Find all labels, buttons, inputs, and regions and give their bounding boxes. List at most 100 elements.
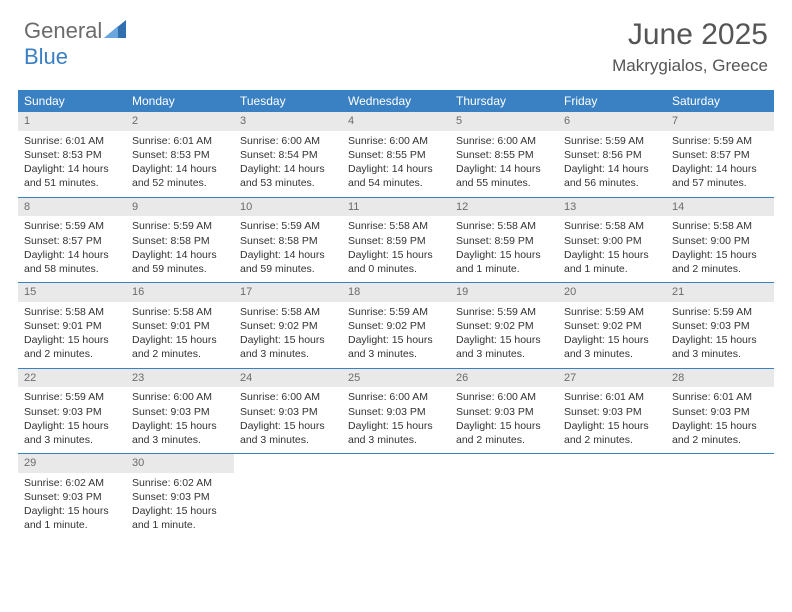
day-number: 3 — [234, 112, 342, 131]
daylight-line: Daylight: 14 hours and 53 minutes. — [240, 162, 336, 190]
day-number: 2 — [126, 112, 234, 131]
day-cell-empty — [450, 454, 558, 539]
day-body: Sunrise: 5:58 AMSunset: 8:59 PMDaylight:… — [342, 219, 450, 276]
day-cell: 16Sunrise: 5:58 AMSunset: 9:01 PMDayligh… — [126, 283, 234, 368]
sunrise-line: Sunrise: 6:01 AM — [672, 390, 768, 404]
day-cell: 28Sunrise: 6:01 AMSunset: 9:03 PMDayligh… — [666, 369, 774, 454]
day-cell: 24Sunrise: 6:00 AMSunset: 9:03 PMDayligh… — [234, 369, 342, 454]
day-cell: 2Sunrise: 6:01 AMSunset: 8:53 PMDaylight… — [126, 112, 234, 197]
sunset-line: Sunset: 9:03 PM — [132, 405, 228, 419]
sunset-line: Sunset: 9:03 PM — [24, 405, 120, 419]
day-number: 27 — [558, 369, 666, 388]
day-number: 28 — [666, 369, 774, 388]
day-cell: 25Sunrise: 6:00 AMSunset: 9:03 PMDayligh… — [342, 369, 450, 454]
day-body: Sunrise: 6:00 AMSunset: 9:03 PMDaylight:… — [234, 390, 342, 447]
day-body: Sunrise: 6:00 AMSunset: 8:55 PMDaylight:… — [342, 134, 450, 191]
day-body: Sunrise: 5:58 AMSunset: 9:00 PMDaylight:… — [558, 219, 666, 276]
sunset-line: Sunset: 8:59 PM — [456, 234, 552, 248]
daylight-line: Daylight: 15 hours and 1 minute. — [132, 504, 228, 532]
day-number: 12 — [450, 198, 558, 217]
sunrise-line: Sunrise: 6:00 AM — [348, 390, 444, 404]
sunset-line: Sunset: 9:03 PM — [672, 319, 768, 333]
location: Makrygialos, Greece — [612, 56, 768, 76]
day-body: Sunrise: 5:58 AMSunset: 9:01 PMDaylight:… — [18, 305, 126, 362]
sunset-line: Sunset: 8:54 PM — [240, 148, 336, 162]
day-cell-empty — [234, 454, 342, 539]
sunrise-line: Sunrise: 5:58 AM — [240, 305, 336, 319]
day-cell: 10Sunrise: 5:59 AMSunset: 8:58 PMDayligh… — [234, 198, 342, 283]
day-cell-empty — [666, 454, 774, 539]
day-cell: 17Sunrise: 5:58 AMSunset: 9:02 PMDayligh… — [234, 283, 342, 368]
sunrise-line: Sunrise: 5:59 AM — [240, 219, 336, 233]
weekday-header-row: Sunday Monday Tuesday Wednesday Thursday… — [18, 90, 774, 112]
day-cell: 15 Sunrise: 5:58 AMSunset: 9:01 PMDayligh… — [18, 283, 126, 368]
day-number: 23 — [126, 369, 234, 388]
day-number: 1 — [18, 112, 126, 131]
day-body: Sunrise: 5:59 AMSunset: 8:56 PMDaylight:… — [558, 134, 666, 191]
daylight-line: Daylight: 14 hours and 57 minutes. — [672, 162, 768, 190]
day-number: 30 — [126, 454, 234, 473]
sunrise-line: Sunrise: 5:59 AM — [24, 219, 120, 233]
day-cell: 7Sunrise: 5:59 AMSunset: 8:57 PMDaylight… — [666, 112, 774, 197]
sunrise-line: Sunrise: 5:59 AM — [564, 305, 660, 319]
daylight-line: Daylight: 15 hours and 3 minutes. — [24, 419, 120, 447]
day-body: Sunrise: 5:59 AMSunset: 9:02 PMDaylight:… — [342, 305, 450, 362]
sunset-line: Sunset: 9:03 PM — [240, 405, 336, 419]
day-cell: 13Sunrise: 5:58 AMSunset: 9:00 PMDayligh… — [558, 198, 666, 283]
day-cell: 19Sunrise: 5:59 AMSunset: 9:02 PMDayligh… — [450, 283, 558, 368]
daylight-line: Daylight: 15 hours and 3 minutes. — [348, 333, 444, 361]
day-body: Sunrise: 6:00 AMSunset: 8:54 PMDaylight:… — [234, 134, 342, 191]
day-cell: 9Sunrise: 5:59 AMSunset: 8:58 PMDaylight… — [126, 198, 234, 283]
day-body: Sunrise: 5:59 AMSunset: 8:57 PMDaylight:… — [666, 134, 774, 191]
brand-text-2-wrap: Blue — [24, 44, 68, 70]
day-number: 21 — [666, 283, 774, 302]
day-cell-empty — [558, 454, 666, 539]
day-body: Sunrise: 6:01 AMSunset: 8:53 PMDaylight:… — [18, 134, 126, 191]
brand-text-2: Blue — [24, 44, 68, 69]
sunset-line: Sunset: 8:53 PM — [132, 148, 228, 162]
brand-logo: General — [24, 18, 128, 44]
daylight-line: Daylight: 14 hours and 59 minutes. — [132, 248, 228, 276]
day-body: Sunrise: 6:00 AMSunset: 9:03 PMDaylight:… — [342, 390, 450, 447]
day-number: 22 — [18, 369, 126, 388]
day-cell: 12 Sunrise: 5:58 AMSunset: 8:59 PMDayligh… — [450, 198, 558, 283]
day-cell: 8Sunrise: 5:59 AMSunset: 8:57 PMDaylight… — [18, 198, 126, 283]
sunrise-line: Sunrise: 5:58 AM — [672, 219, 768, 233]
week-row: 22Sunrise: 5:59 AMSunset: 9:03 PMDayligh… — [18, 369, 774, 455]
page-header: General June 2025 Makrygialos, Greece — [0, 0, 792, 84]
sunset-line: Sunset: 8:57 PM — [24, 234, 120, 248]
daylight-line: Daylight: 14 hours and 51 minutes. — [24, 162, 120, 190]
sunset-line: Sunset: 9:02 PM — [564, 319, 660, 333]
sunrise-line: Sunrise: 5:59 AM — [348, 305, 444, 319]
day-body: Sunrise: 5:58 AMSunset: 9:01 PMDaylight:… — [126, 305, 234, 362]
daylight-line: Daylight: 15 hours and 3 minutes. — [132, 419, 228, 447]
month-year: June 2025 — [612, 18, 768, 52]
day-body: Sunrise: 6:01 AMSunset: 9:03 PMDaylight:… — [558, 390, 666, 447]
daylight-line: Daylight: 15 hours and 2 minutes. — [24, 333, 120, 361]
week-row: 1 Sunrise: 6:01 AMSunset: 8:53 PMDaylight… — [18, 112, 774, 198]
day-number: 5 — [450, 112, 558, 131]
day-cell: 23Sunrise: 6:00 AMSunset: 9:03 PMDayligh… — [126, 369, 234, 454]
sunset-line: Sunset: 9:02 PM — [456, 319, 552, 333]
day-body: Sunrise: 5:59 AMSunset: 9:02 PMDaylight:… — [558, 305, 666, 362]
day-cell: 3 Sunrise: 6:00 AMSunset: 8:54 PMDaylight… — [234, 112, 342, 197]
sunrise-line: Sunrise: 6:00 AM — [456, 134, 552, 148]
day-body: Sunrise: 5:58 AMSunset: 9:00 PMDaylight:… — [666, 219, 774, 276]
sunrise-line: Sunrise: 5:58 AM — [348, 219, 444, 233]
day-cell: 30Sunrise: 6:02 AMSunset: 9:03 PMDayligh… — [126, 454, 234, 539]
day-body: Sunrise: 5:58 AMSunset: 8:59 PMDaylight:… — [450, 219, 558, 276]
sunset-line: Sunset: 8:58 PM — [132, 234, 228, 248]
sunrise-line: Sunrise: 5:59 AM — [24, 390, 120, 404]
day-number: 15 — [18, 283, 126, 302]
day-cell: 21Sunrise: 5:59 AMSunset: 9:03 PMDayligh… — [666, 283, 774, 368]
sunrise-line: Sunrise: 6:02 AM — [24, 476, 120, 490]
sunset-line: Sunset: 9:03 PM — [456, 405, 552, 419]
day-cell: 11Sunrise: 5:58 AMSunset: 8:59 PMDayligh… — [342, 198, 450, 283]
daylight-line: Daylight: 15 hours and 3 minutes. — [348, 419, 444, 447]
daylight-line: Daylight: 15 hours and 2 minutes. — [672, 419, 768, 447]
sunset-line: Sunset: 9:01 PM — [132, 319, 228, 333]
sunset-line: Sunset: 8:57 PM — [672, 148, 768, 162]
day-cell: 18Sunrise: 5:59 AMSunset: 9:02 PMDayligh… — [342, 283, 450, 368]
day-body: Sunrise: 5:58 AMSunset: 9:02 PMDaylight:… — [234, 305, 342, 362]
day-cell: 6Sunrise: 5:59 AMSunset: 8:56 PMDaylight… — [558, 112, 666, 197]
